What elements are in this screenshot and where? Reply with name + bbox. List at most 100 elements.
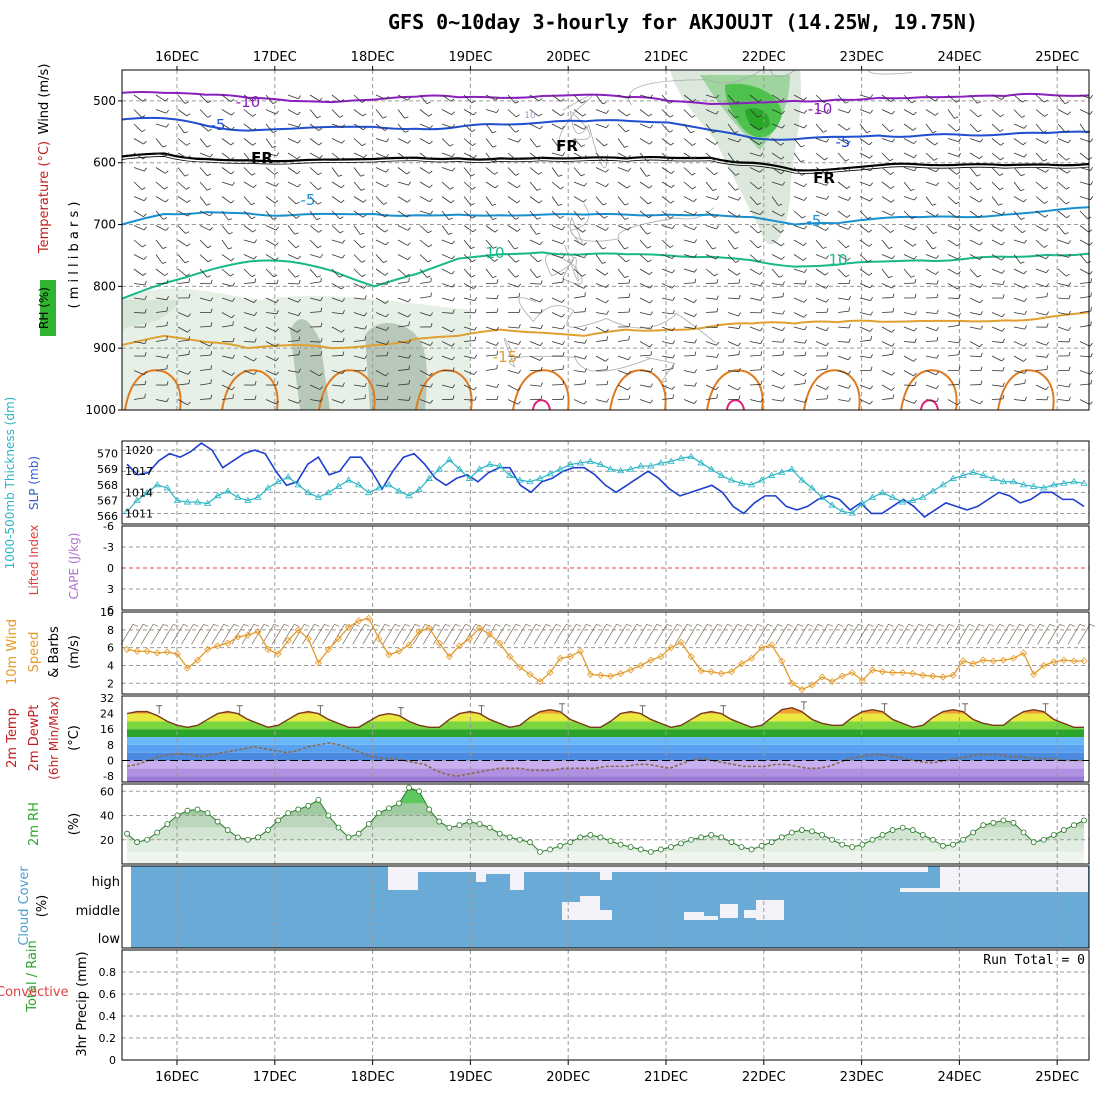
rh-point: [124, 830, 130, 837]
wind-barb: [683, 225, 695, 231]
wind-barb: [1035, 123, 1044, 133]
wind-barb: [626, 185, 631, 189]
wind-barb: [517, 387, 521, 391]
wind-barb: [177, 138, 187, 146]
wind10m-barb: [193, 623, 199, 627]
wind10m-barb: [243, 623, 249, 627]
wind-barb: [958, 152, 961, 157]
contour-label: -15: [493, 348, 518, 366]
wind-barb: [231, 372, 235, 376]
wind-barb: [133, 254, 144, 260]
panel-frame: [121, 69, 1090, 411]
cloud-clear-cell: [476, 866, 486, 882]
wind-barb: [251, 274, 256, 278]
rh-point: [537, 848, 543, 855]
wind-barb: [320, 307, 323, 312]
wind10m-barb: [342, 624, 355, 645]
rh-band: [127, 791, 1084, 804]
wind-barb: [133, 225, 145, 231]
wind-barb: [891, 329, 895, 333]
wind-barb: [1002, 280, 1005, 285]
wind-barb: [1066, 215, 1071, 219]
wind10m-barb: [674, 624, 688, 645]
wind-barb: [463, 138, 473, 146]
wind-barb: [913, 399, 917, 404]
wind-barb: [492, 131, 497, 134]
wind-barb: [979, 155, 983, 159]
rh-point: [506, 834, 513, 841]
cloud-clear-cell: [524, 866, 600, 872]
wind-barb: [627, 154, 631, 159]
wind-barb: [573, 152, 584, 159]
wind10m-barb: [825, 624, 839, 645]
wind-barb: [353, 181, 362, 191]
wind-barb: [969, 94, 978, 104]
wind-barb: [890, 171, 894, 175]
wind-barb: [274, 200, 279, 204]
wind-barb: [309, 225, 319, 233]
wind-barb: [507, 167, 516, 176]
wind-barb: [518, 324, 521, 329]
wind-barb: [397, 341, 409, 344]
wind-barb: [529, 138, 538, 148]
wind-barb: [406, 273, 410, 277]
wind-barb: [891, 343, 895, 347]
wind-barb: [272, 217, 277, 220]
wind-barb: [188, 293, 191, 298]
wind-barb: [891, 255, 895, 259]
wind10m-barb: [908, 623, 914, 627]
wind-barb: [617, 196, 626, 206]
thickness-point: [375, 484, 383, 491]
wind-barb: [287, 254, 299, 260]
wind10m-barb: [586, 623, 592, 627]
wind-barb: [382, 116, 387, 119]
wind-barb: [1090, 196, 1094, 200]
wind-barb: [991, 152, 1001, 161]
wind10m-barb: [827, 623, 834, 627]
wind-barb: [428, 244, 433, 248]
wind10m-barb: [213, 623, 219, 627]
wind-barb: [221, 123, 232, 131]
wind-barb: [845, 245, 850, 249]
wind-barb: [353, 94, 363, 103]
wind-barb: [518, 353, 521, 358]
wind-barb: [705, 355, 717, 358]
wind-barb: [1002, 394, 1005, 399]
wind-barb: [485, 109, 497, 114]
wind-barb: [661, 152, 670, 162]
wind-barb: [891, 110, 895, 115]
wind10m-barb: [735, 624, 748, 645]
wind-barb: [507, 370, 519, 374]
wind10m-barb: [1069, 623, 1075, 627]
wind-barb: [207, 115, 212, 118]
wind-barb: [473, 371, 477, 375]
rh-point: [557, 842, 564, 849]
wind-barb: [155, 196, 166, 203]
wind-barb: [870, 354, 873, 359]
wind-barb: [463, 384, 475, 391]
wind-barb: [991, 268, 1003, 274]
wind-barb: [771, 268, 780, 278]
wind-barb: [903, 384, 916, 386]
wind-barb: [463, 196, 472, 206]
wind10m-barb: [878, 623, 884, 627]
wind-barb: [716, 307, 719, 312]
rh-contour: [559, 94, 609, 168]
wind-barb: [869, 328, 873, 332]
wind-barb: [713, 157, 718, 161]
wind-barb: [913, 358, 917, 362]
wind-barb: [551, 109, 562, 117]
wind-barb: [969, 152, 980, 160]
wind-barb: [309, 196, 319, 205]
rh-point: [869, 836, 876, 843]
wind10m-barb: [707, 623, 713, 627]
wind-barb: [780, 98, 785, 102]
wind-barb: [265, 94, 274, 104]
wind-barb: [144, 323, 147, 328]
wind10m-barb: [132, 623, 139, 627]
wind10m-barb: [211, 624, 224, 645]
thickness-point: [919, 493, 927, 500]
wind-barb: [837, 326, 849, 329]
wind-barb: [155, 325, 167, 328]
temp-band: [127, 752, 1084, 761]
